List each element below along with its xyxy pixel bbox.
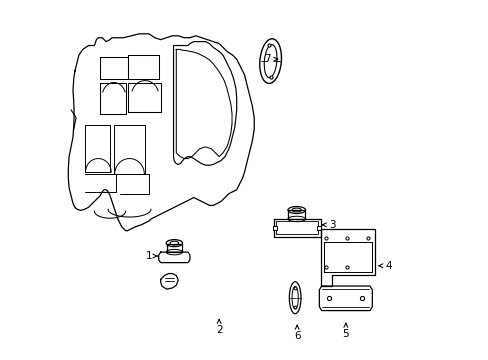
Text: 5: 5 bbox=[342, 323, 348, 339]
Text: 1: 1 bbox=[145, 251, 158, 261]
Text: 4: 4 bbox=[378, 261, 391, 271]
Text: 7: 7 bbox=[264, 54, 277, 64]
Text: 2: 2 bbox=[215, 319, 222, 335]
Text: 6: 6 bbox=[293, 325, 300, 341]
Text: 3: 3 bbox=[322, 220, 335, 230]
